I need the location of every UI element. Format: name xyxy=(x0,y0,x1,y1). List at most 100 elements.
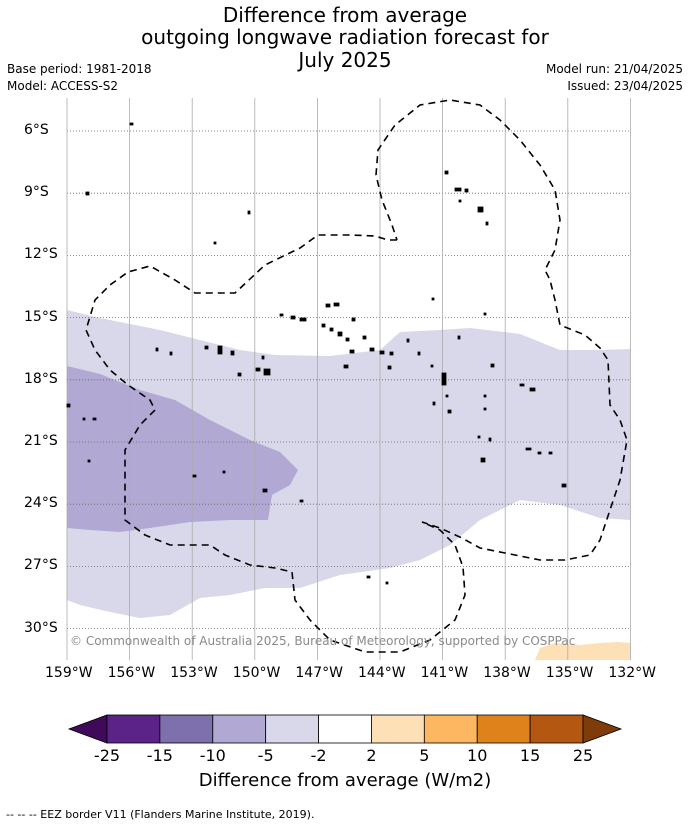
island xyxy=(406,338,410,343)
island xyxy=(299,499,304,503)
colorbar-tick-label: 2 xyxy=(366,746,377,765)
island xyxy=(337,331,343,337)
base-period-label: Base period: 1981-2018 xyxy=(7,62,152,76)
island xyxy=(561,483,567,488)
lat-label: 24°S xyxy=(24,495,58,512)
lon-label: 141°W xyxy=(420,665,469,681)
anomaly-region-minus-2-to-minus-5 xyxy=(67,310,630,618)
lon-label: 150°W xyxy=(232,665,281,681)
island xyxy=(430,364,434,368)
map-title-line-3: July 2025 xyxy=(298,48,392,72)
island xyxy=(279,313,284,317)
island xyxy=(490,363,495,368)
lat-label: 15°S xyxy=(24,308,58,325)
lat-label: 12°S xyxy=(24,246,58,263)
island xyxy=(444,170,449,175)
island xyxy=(369,347,375,352)
island xyxy=(389,351,394,356)
colorbar-segment xyxy=(106,714,161,744)
colorbar-segment xyxy=(212,714,267,744)
lat-label: 21°S xyxy=(24,433,58,449)
colorbar-segment xyxy=(423,714,478,744)
colorbar-tick-label: -5 xyxy=(257,746,274,765)
anomaly-region-plus-2-to-plus-5 xyxy=(535,642,630,660)
colorbar xyxy=(67,714,623,744)
island xyxy=(213,241,217,245)
lat-label: 27°S xyxy=(24,557,58,574)
island xyxy=(155,347,159,352)
colorbar-tick-label: 5 xyxy=(419,746,430,765)
island xyxy=(343,364,349,369)
island xyxy=(464,188,469,193)
island xyxy=(447,409,452,414)
lon-label: 156°W xyxy=(107,665,156,681)
island xyxy=(349,349,355,354)
island xyxy=(66,403,71,408)
island xyxy=(379,350,385,355)
island xyxy=(333,302,340,307)
colorbar-over-arrow xyxy=(582,714,623,744)
island xyxy=(237,372,242,377)
island xyxy=(345,337,350,342)
island xyxy=(329,327,334,332)
colorbar-segment xyxy=(318,714,372,744)
colorbar-tick-label: 25 xyxy=(572,746,594,765)
lat-label: 30°S xyxy=(24,619,58,636)
island xyxy=(321,323,326,328)
island xyxy=(204,345,209,350)
island xyxy=(525,447,532,451)
colorbar-tick-label: 10 xyxy=(467,746,488,765)
lon-label: 159°W xyxy=(45,665,93,681)
lon-label: 147°W xyxy=(295,665,343,681)
colorbar-under-arrow xyxy=(67,714,108,744)
island xyxy=(387,365,392,370)
map-title-line-1: Difference from average xyxy=(222,3,468,27)
lon-label: 132°W xyxy=(608,665,656,681)
colorbar-tick-label: -10 xyxy=(199,746,226,765)
lat-label: 18°S xyxy=(24,370,58,387)
island xyxy=(485,221,489,226)
island xyxy=(483,407,487,411)
island xyxy=(261,355,265,360)
colorbar-segment xyxy=(371,714,425,744)
island xyxy=(222,470,226,474)
island xyxy=(432,401,436,406)
colorbar-segment xyxy=(265,714,319,744)
lon-label: 153°W xyxy=(170,665,218,681)
island xyxy=(82,417,86,421)
island xyxy=(255,367,261,372)
island xyxy=(488,437,492,442)
colorbar-tick-label: 15 xyxy=(519,746,541,765)
island xyxy=(362,335,367,340)
copyright-note: © Commonwealth of Australia 2025, Bureau… xyxy=(70,634,576,648)
island xyxy=(85,191,90,196)
island xyxy=(217,345,223,355)
island xyxy=(129,122,134,126)
colorbar-segment xyxy=(159,714,214,744)
colorbar-tick-label: -25 xyxy=(93,746,121,765)
island xyxy=(480,457,486,463)
island xyxy=(247,210,251,215)
eez-border xyxy=(85,99,628,653)
island xyxy=(366,575,371,579)
island xyxy=(483,394,487,398)
island xyxy=(325,303,331,308)
lon-label: 138°W xyxy=(483,665,531,681)
island xyxy=(230,350,235,356)
colorbar-tick-label: -2 xyxy=(310,746,327,765)
model-label: Model: ACCESS-S2 xyxy=(7,79,119,93)
island xyxy=(290,315,296,320)
island xyxy=(529,387,536,392)
island xyxy=(537,451,542,455)
lat-label: 9°S xyxy=(24,184,49,201)
island xyxy=(477,435,481,439)
island xyxy=(431,297,435,301)
island xyxy=(548,451,553,455)
island xyxy=(519,383,525,387)
island xyxy=(299,317,307,322)
island xyxy=(169,351,173,356)
lon-label: 135°W xyxy=(545,665,594,681)
island xyxy=(458,199,462,203)
gridlines xyxy=(66,98,631,660)
